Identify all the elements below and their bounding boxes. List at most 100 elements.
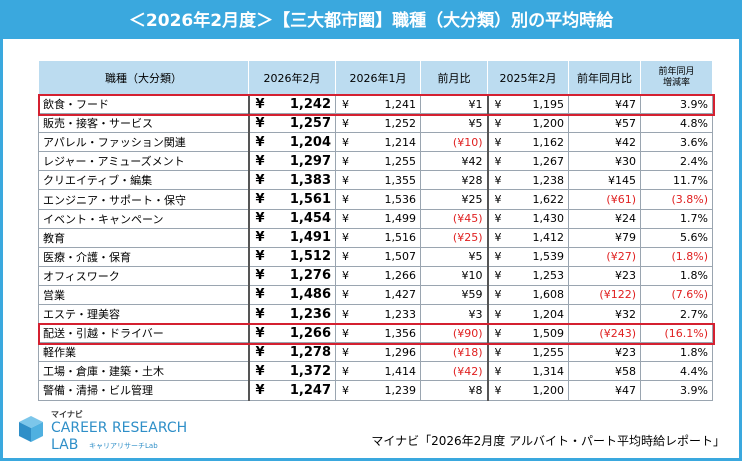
table-row: 医療・介護・保育 ¥1,512 ¥1,507 ¥5 ¥1,539 (¥27) (1.8%) <box>38 246 713 267</box>
cell-value: 1,509 <box>532 326 565 340</box>
column-header: 前月比 <box>420 60 488 95</box>
cell: ¥42 <box>420 151 488 172</box>
column-header-line: 前年同月 <box>658 66 695 77</box>
cell-value: 1,233 <box>384 307 417 321</box>
cell: ¥1,200 <box>486 380 569 401</box>
cell: ¥79 <box>568 227 641 248</box>
cell: ¥1,499 <box>335 208 421 229</box>
cell-value: 1,383 <box>289 172 331 188</box>
cell-value: 1,278 <box>289 344 331 360</box>
cell: ¥1,214 <box>335 132 421 153</box>
cell: 1.7% <box>640 208 713 229</box>
cell: ¥1,297 <box>247 151 336 172</box>
cell: ¥1,257 <box>247 113 336 134</box>
cell: (¥243) <box>568 323 641 344</box>
cell-value: 1,355 <box>384 173 417 187</box>
cell: ¥1,427 <box>335 284 421 306</box>
cell-value: 1,499 <box>384 212 417 226</box>
cell-value: 1,239 <box>384 383 417 397</box>
cell: ¥42 <box>568 132 641 153</box>
currency: ¥ <box>494 250 502 264</box>
currency: ¥ <box>342 212 349 226</box>
currency: ¥ <box>342 231 349 245</box>
logo-line2: LAB <box>51 437 78 453</box>
cell: ¥28 <box>420 170 488 191</box>
cell-value: 1,297 <box>289 153 331 169</box>
cell: (¥25) <box>420 227 488 248</box>
column-header-line: 増減率 <box>662 77 690 88</box>
cell: ¥32 <box>568 304 641 325</box>
cell-value: 1,314 <box>532 364 565 378</box>
cell: ¥1,252 <box>335 113 421 134</box>
cell: ¥1,516 <box>335 227 421 248</box>
cell: ¥1,266 <box>247 323 336 344</box>
cell: ¥1,372 <box>247 361 336 382</box>
category: イベント・キャンペーン <box>38 208 249 229</box>
currency: ¥ <box>494 307 502 321</box>
currency: ¥ <box>494 231 502 245</box>
currency: ¥ <box>494 326 502 340</box>
category: エンジニア・サポート・保守 <box>38 189 249 210</box>
currency: ¥ <box>255 344 265 360</box>
cell-value: 1,247 <box>289 382 331 398</box>
table-row: 営業 ¥1,486 ¥1,427 ¥59 ¥1,608 (¥122) (7.6%) <box>38 284 713 306</box>
cell-value: 1,255 <box>384 154 417 168</box>
table-row: レジャー・アミューズメント ¥1,297 ¥1,255 ¥42 ¥1,267 ¥30 2.4… <box>38 151 713 172</box>
cell: ¥59 <box>420 284 488 306</box>
cell: ¥47 <box>568 380 641 401</box>
cell: (¥45) <box>420 208 488 229</box>
cell: ¥47 <box>568 93 641 115</box>
category: 販売・接客・サービス <box>38 113 249 134</box>
cell-value: 1,162 <box>532 135 565 149</box>
category: アパレル・ファッション関連 <box>38 132 249 153</box>
cell: 1.8% <box>640 265 713 286</box>
currency: ¥ <box>255 192 265 208</box>
currency: ¥ <box>342 326 349 340</box>
cell-value: 1,356 <box>384 326 417 340</box>
category: 軽作業 <box>38 342 249 363</box>
cell-value: 1,253 <box>532 269 565 283</box>
wage-table: 職種（大分類） 2026年2月 2026年1月 前月比 2025年2月 前年同月比 前年同月… <box>38 60 713 401</box>
currency: ¥ <box>342 154 349 168</box>
category: 教育 <box>38 227 249 248</box>
currency: ¥ <box>494 154 502 168</box>
cell-value: 1,236 <box>289 306 331 322</box>
cell: ¥1,276 <box>247 265 336 286</box>
currency: ¥ <box>494 269 502 283</box>
cell-value: 1,486 <box>289 287 331 303</box>
source: マイナビ「2026年2月度 アルバイト・パート平均時給レポート」 <box>371 434 725 448</box>
cell: 3.9% <box>640 93 713 115</box>
cell: ¥1,507 <box>335 246 421 267</box>
cell: ¥5 <box>420 246 488 267</box>
cell: 11.7% <box>640 170 713 191</box>
currency: ¥ <box>342 193 349 207</box>
cell-value: 1,512 <box>289 249 331 265</box>
table-row: エステ・理美容 ¥1,236 ¥1,233 ¥3 ¥1,204 ¥32 2.7% <box>38 304 713 325</box>
cell: ¥1,412 <box>486 227 569 248</box>
cell: 3.6% <box>640 132 713 153</box>
cell-value: 1,372 <box>289 363 331 379</box>
cell: (¥42) <box>420 361 488 382</box>
cell: 2.4% <box>640 151 713 172</box>
cell-value: 1,214 <box>384 135 417 149</box>
cell-value: 1,491 <box>289 230 331 246</box>
cell: (3.8%) <box>640 189 713 210</box>
currency: ¥ <box>494 383 502 397</box>
logo-line1: CAREER RESEARCH <box>51 420 187 436</box>
table-row: アパレル・ファッション関連 ¥1,204 ¥1,214 (¥10) ¥1,162 ¥42 3… <box>38 132 713 153</box>
currency: ¥ <box>342 364 349 378</box>
currency: ¥ <box>342 345 349 359</box>
currency: ¥ <box>494 345 502 359</box>
cell: ¥23 <box>568 342 641 363</box>
cell: ¥1,247 <box>247 380 336 401</box>
column-header: 前年同月 増減率 <box>640 60 713 95</box>
cell: ¥1,486 <box>247 284 336 306</box>
currency: ¥ <box>255 115 265 131</box>
cell: (¥18) <box>420 342 488 363</box>
category: レジャー・アミューズメント <box>38 151 249 172</box>
cell-value: 1,539 <box>532 250 565 264</box>
cell: ¥1 <box>420 93 488 115</box>
cell: ¥1,204 <box>247 132 336 153</box>
table-row: 教育 ¥1,491 ¥1,516 (¥25) ¥1,412 ¥79 5.6% <box>38 227 713 248</box>
